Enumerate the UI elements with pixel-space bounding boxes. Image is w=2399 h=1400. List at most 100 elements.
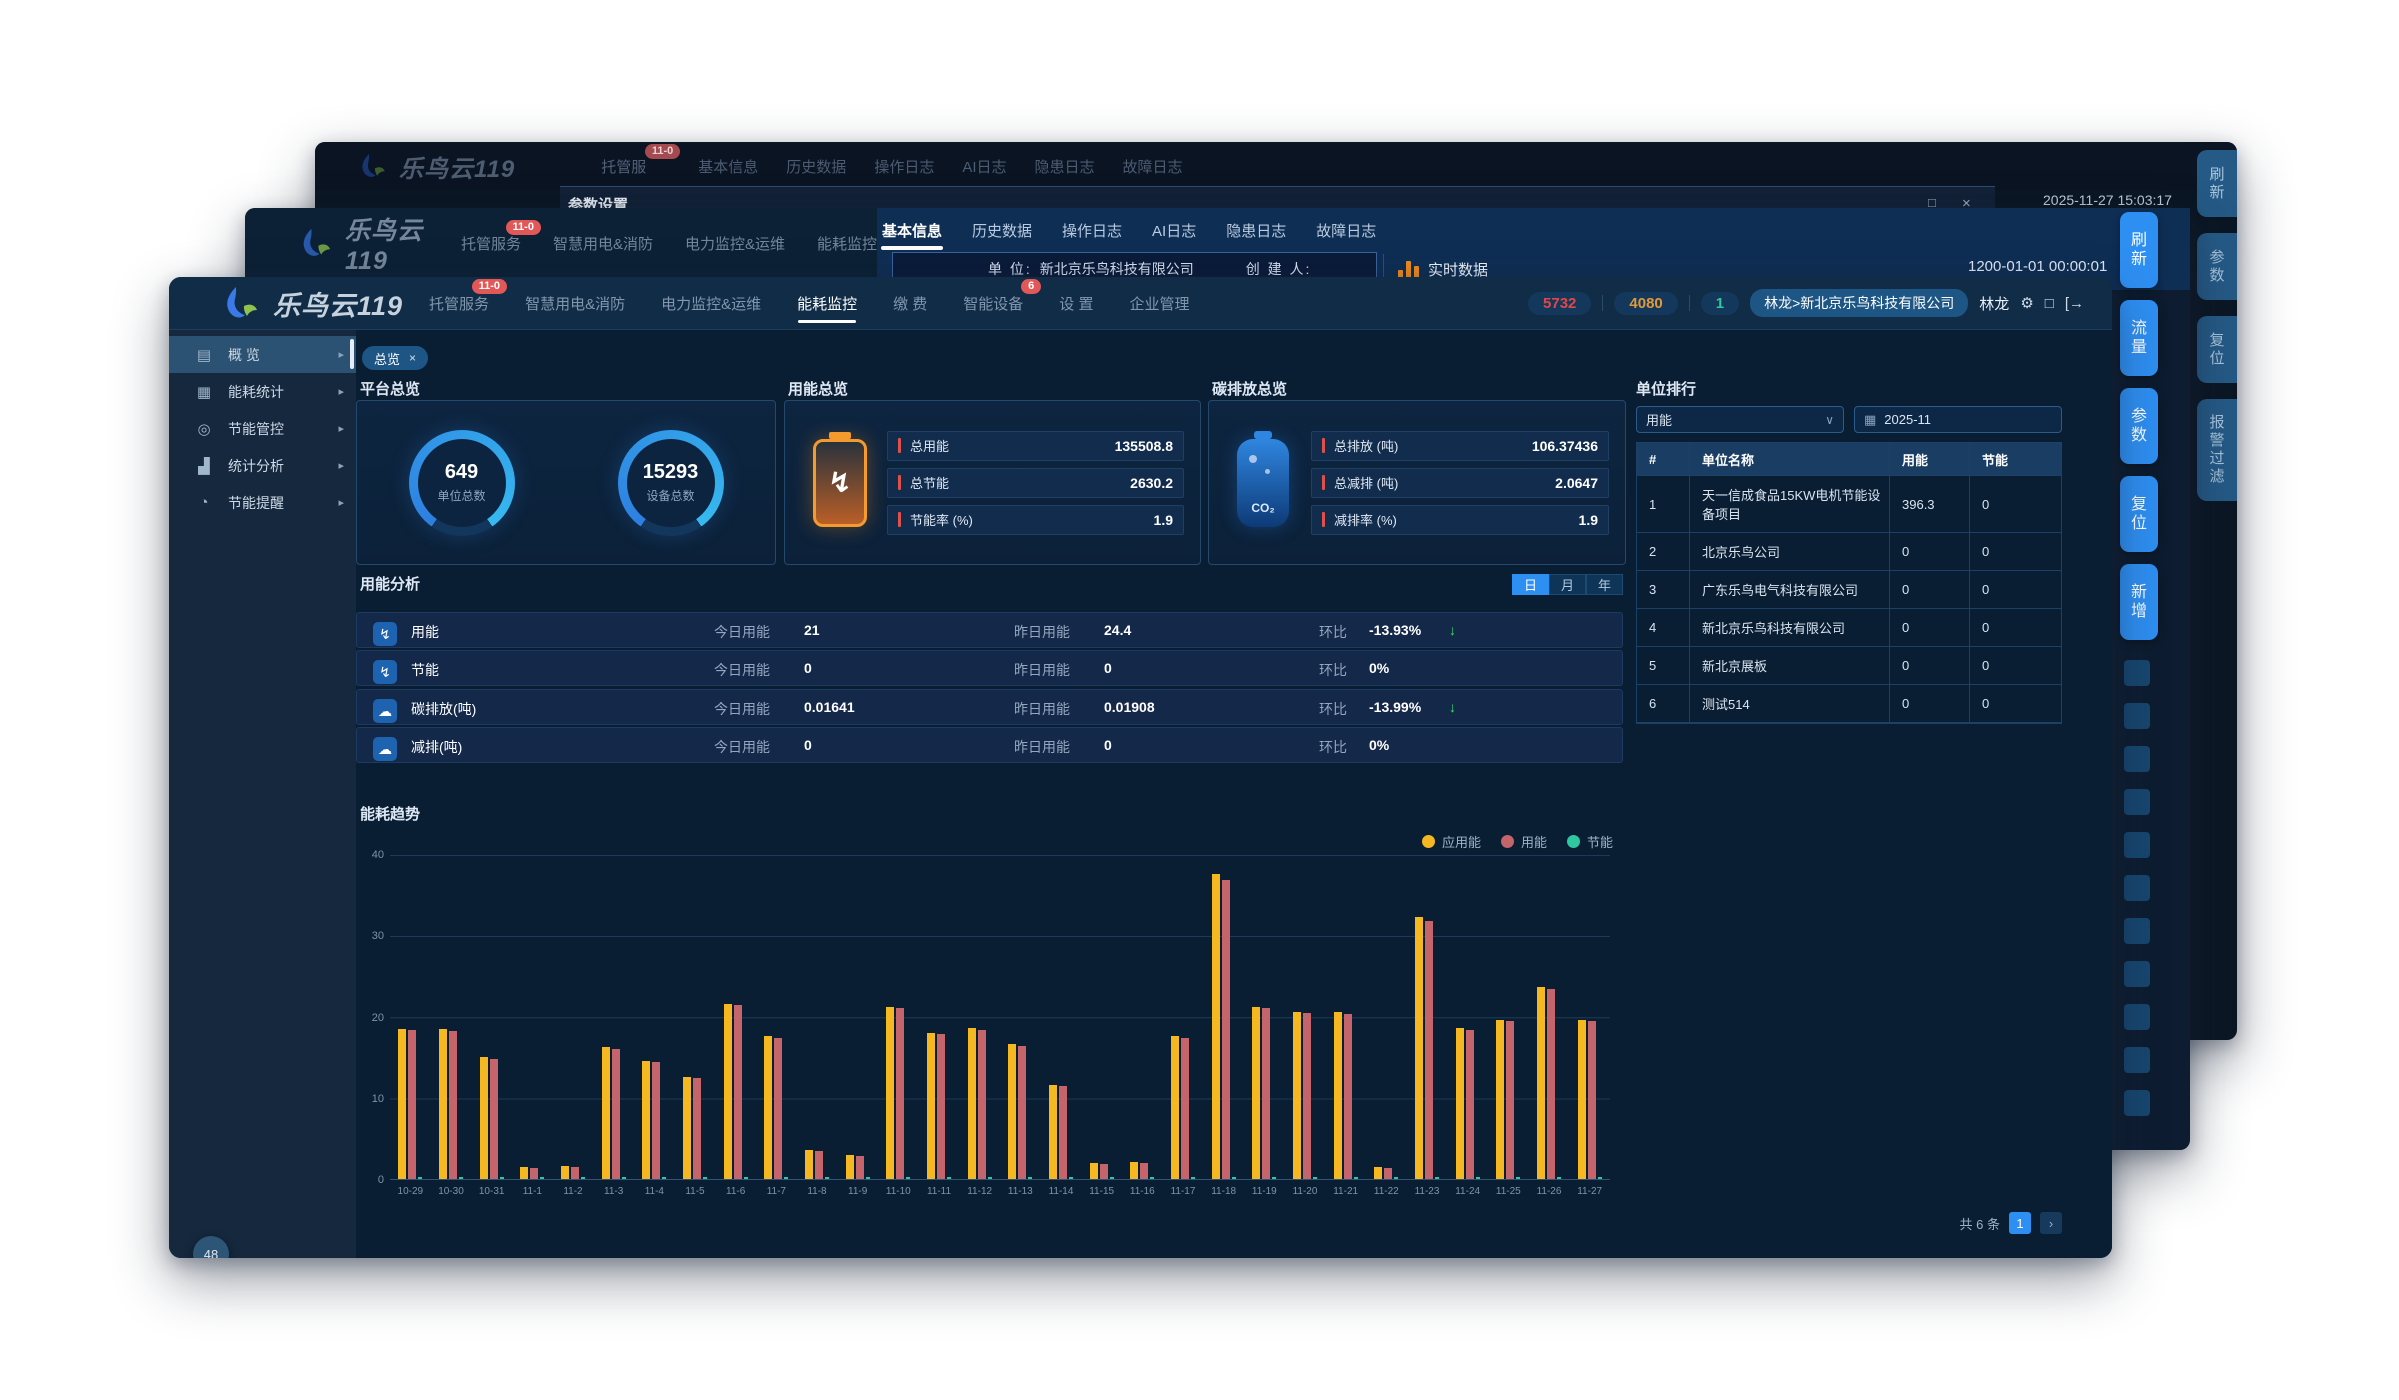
bar-用能[interactable]: [733, 1005, 742, 1179]
bar-用能[interactable]: [692, 1078, 701, 1179]
bar-节能[interactable]: [1434, 1177, 1439, 1179]
bar-用能[interactable]: [1262, 1008, 1271, 1179]
bar-应用能[interactable]: [764, 1036, 773, 1179]
table-row[interactable]: 1 天一信成食品15KW电机节能设备项目 396.3 0: [1637, 476, 2061, 533]
table-row[interactable]: 5 新北京展板 0 0: [1637, 647, 2061, 685]
alarm-count-badge[interactable]: 5732: [1528, 291, 1592, 315]
bar-应用能[interactable]: [1577, 1019, 1586, 1179]
bar-用能[interactable]: [1465, 1029, 1474, 1179]
bar-应用能[interactable]: [1374, 1166, 1383, 1179]
close-icon[interactable]: ×: [1962, 195, 1971, 212]
bar-节能[interactable]: [865, 1177, 870, 1179]
bar-应用能[interactable]: [1292, 1011, 1301, 1179]
bar-节能[interactable]: [662, 1177, 667, 1179]
info-count-badge[interactable]: 1: [1700, 291, 1740, 315]
mid-mini-button[interactable]: [2124, 746, 2150, 772]
sidebar-item-节能管控[interactable]: ◎ 节能管控 ▸: [169, 410, 356, 447]
bar-应用能[interactable]: [926, 1032, 935, 1179]
period-tab-日[interactable]: 日: [1512, 574, 1549, 595]
sidebar-item-节能提醒[interactable]: ◔ 节能提醒 ▸: [169, 484, 356, 521]
bar-应用能[interactable]: [398, 1028, 407, 1179]
legend-用能[interactable]: 用能: [1500, 832, 1547, 851]
bar-节能[interactable]: [1312, 1177, 1317, 1179]
bar-应用能[interactable]: [479, 1057, 488, 1179]
gear-icon[interactable]: ⚙: [2020, 295, 2034, 312]
front-menu-电力监控&运维[interactable]: 电力监控&运维: [661, 295, 762, 313]
bar-应用能[interactable]: [1211, 873, 1220, 1179]
back-side-button-复位[interactable]: 复位: [2197, 316, 2237, 383]
bar-应用能[interactable]: [1130, 1161, 1139, 1179]
bar-用能[interactable]: [1384, 1167, 1393, 1179]
mid-mini-button[interactable]: [2124, 1004, 2150, 1030]
bar-应用能[interactable]: [1252, 1006, 1261, 1179]
rank-month-picker[interactable]: ▦ 2025-11: [1854, 406, 2062, 433]
fullscreen-icon[interactable]: □: [1928, 195, 1936, 210]
front-menu-设置[interactable]: 设 置: [1059, 295, 1094, 313]
bar-节能[interactable]: [499, 1177, 504, 1179]
bar-应用能[interactable]: [1414, 917, 1423, 1179]
bar-用能[interactable]: [977, 1029, 986, 1179]
mid-menu-托管服务[interactable]: 托管服务 11-0: [461, 219, 541, 254]
back-tab-操作日志[interactable]: 操作日志: [874, 158, 935, 176]
bar-应用能[interactable]: [1008, 1044, 1017, 1179]
table-row[interactable]: 6 测试514 0 0: [1637, 685, 2061, 723]
page-1-button[interactable]: 1: [2009, 1212, 2031, 1234]
period-tab-年[interactable]: 年: [1586, 574, 1623, 595]
mid-tab-操作日志[interactable]: 操作日志: [1062, 223, 1123, 240]
bar-用能[interactable]: [1302, 1013, 1311, 1179]
bar-节能[interactable]: [1272, 1177, 1277, 1179]
bar-节能[interactable]: [1394, 1177, 1399, 1179]
bar-节能[interactable]: [906, 1177, 911, 1179]
sidebar-item-概览[interactable]: ▤ 概 览 ▸: [169, 336, 356, 373]
bar-用能[interactable]: [774, 1037, 783, 1179]
bar-节能[interactable]: [743, 1177, 748, 1179]
legend-应用能[interactable]: 应用能: [1421, 832, 1481, 851]
bar-用能[interactable]: [855, 1156, 864, 1179]
front-menu-智慧用电&消防[interactable]: 智慧用电&消防: [525, 295, 626, 313]
bar-应用能[interactable]: [1496, 1019, 1505, 1179]
sidebar-item-能耗统计[interactable]: ▦ 能耗统计 ▸: [169, 373, 356, 410]
bar-节能[interactable]: [1556, 1177, 1561, 1179]
bar-节能[interactable]: [1516, 1177, 1521, 1179]
back-side-button-刷新[interactable]: 刷新: [2197, 150, 2237, 217]
bar-用能[interactable]: [1099, 1163, 1108, 1179]
bar-节能[interactable]: [418, 1177, 423, 1179]
close-icon[interactable]: ×: [409, 351, 417, 365]
bar-用能[interactable]: [1058, 1086, 1067, 1179]
bar-节能[interactable]: [702, 1177, 707, 1179]
bar-节能[interactable]: [621, 1177, 626, 1179]
mid-side-button-复位[interactable]: 复位: [2120, 476, 2158, 552]
bar-节能[interactable]: [1068, 1177, 1073, 1179]
bar-应用能[interactable]: [1455, 1027, 1464, 1179]
bar-节能[interactable]: [784, 1177, 789, 1179]
mid-mini-button[interactable]: [2124, 832, 2150, 858]
rank-filter-dropdown[interactable]: 用能 ∨: [1636, 406, 1844, 433]
bar-节能[interactable]: [1231, 1177, 1236, 1179]
bar-用能[interactable]: [1546, 988, 1555, 1179]
bar-节能[interactable]: [458, 1177, 463, 1179]
bar-用能[interactable]: [489, 1058, 498, 1179]
bar-用能[interactable]: [448, 1031, 457, 1179]
front-menu-托管服务[interactable]: 托管服务 11-0: [429, 278, 508, 314]
bar-用能[interactable]: [936, 1034, 945, 1179]
fullscreen-icon[interactable]: □: [2044, 294, 2054, 312]
mid-mini-button[interactable]: [2124, 875, 2150, 901]
mid-tab-隐患日志[interactable]: 隐患日志: [1226, 223, 1287, 240]
mid-side-button-新增[interactable]: 新增: [2120, 564, 2158, 640]
bar-节能[interactable]: [540, 1177, 545, 1179]
mid-side-button-参数[interactable]: 参数: [2120, 388, 2158, 464]
mid-tab-历史数据[interactable]: 历史数据: [972, 223, 1033, 240]
front-menu-能耗监控[interactable]: 能耗监控: [797, 293, 857, 323]
bar-应用能[interactable]: [438, 1028, 447, 1179]
back-tab-隐患日志[interactable]: 隐患日志: [1034, 158, 1095, 176]
bar-应用能[interactable]: [1170, 1036, 1179, 1179]
bar-用能[interactable]: [1506, 1021, 1515, 1179]
legend-节能[interactable]: 节能: [1566, 832, 1613, 851]
mid-mini-button[interactable]: [2124, 1047, 2150, 1073]
mid-side-button-刷新[interactable]: 刷新: [2120, 212, 2158, 288]
table-row[interactable]: 3 广东乐鸟电气科技有限公司 0 0: [1637, 571, 2061, 609]
bar-应用能[interactable]: [1048, 1084, 1057, 1179]
front-menu-企业管理[interactable]: 企业管理: [1129, 295, 1190, 313]
back-tab-历史数据[interactable]: 历史数据: [786, 158, 847, 176]
bar-应用能[interactable]: [1536, 987, 1545, 1179]
